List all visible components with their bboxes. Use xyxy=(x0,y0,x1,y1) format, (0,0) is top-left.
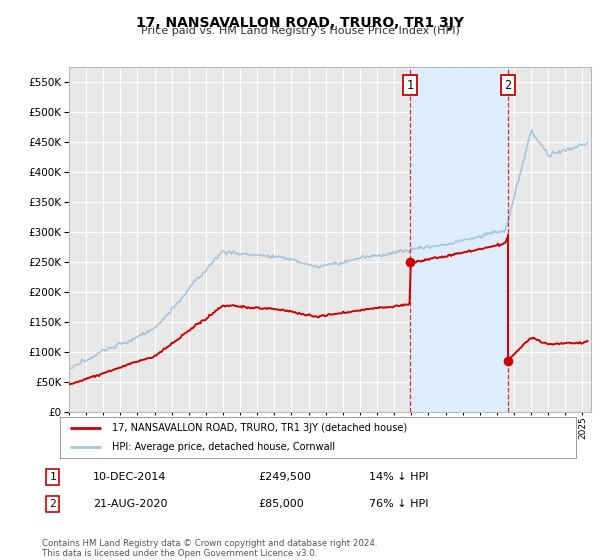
Text: 17, NANSAVALLON ROAD, TRURO, TR1 3JY: 17, NANSAVALLON ROAD, TRURO, TR1 3JY xyxy=(136,16,464,30)
Text: £249,500: £249,500 xyxy=(258,472,311,482)
Text: 14% ↓ HPI: 14% ↓ HPI xyxy=(369,472,428,482)
Text: 2: 2 xyxy=(49,499,56,509)
Text: 76% ↓ HPI: 76% ↓ HPI xyxy=(369,499,428,509)
Text: Price paid vs. HM Land Registry's House Price Index (HPI): Price paid vs. HM Land Registry's House … xyxy=(140,26,460,36)
Text: 1: 1 xyxy=(49,472,56,482)
Text: £85,000: £85,000 xyxy=(258,499,304,509)
Text: 2: 2 xyxy=(504,78,511,92)
Text: 1: 1 xyxy=(407,78,414,92)
Text: 17, NANSAVALLON ROAD, TRURO, TR1 3JY (detached house): 17, NANSAVALLON ROAD, TRURO, TR1 3JY (de… xyxy=(112,423,407,433)
Text: HPI: Average price, detached house, Cornwall: HPI: Average price, detached house, Corn… xyxy=(112,442,335,452)
Text: 10-DEC-2014: 10-DEC-2014 xyxy=(93,472,167,482)
Text: 21-AUG-2020: 21-AUG-2020 xyxy=(93,499,167,509)
Text: Contains HM Land Registry data © Crown copyright and database right 2024.
This d: Contains HM Land Registry data © Crown c… xyxy=(42,539,377,558)
Bar xyxy=(410,67,508,412)
